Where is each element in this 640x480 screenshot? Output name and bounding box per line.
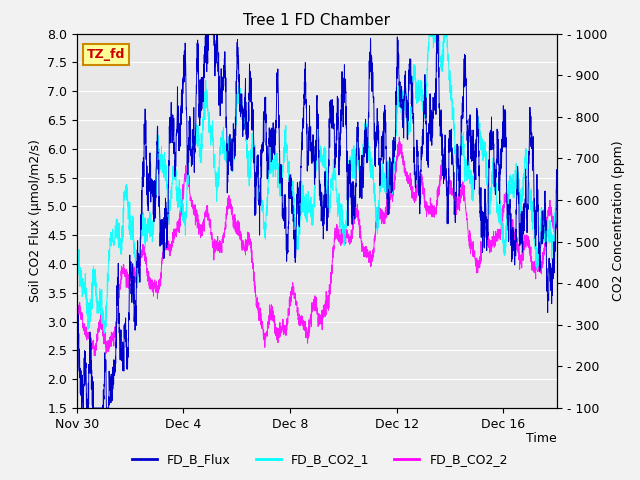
Legend: FD_B_Flux, FD_B_CO2_1, FD_B_CO2_2: FD_B_Flux, FD_B_CO2_1, FD_B_CO2_2 xyxy=(127,448,513,471)
Y-axis label: CO2 Concentration (ppm): CO2 Concentration (ppm) xyxy=(612,141,625,301)
Title: Tree 1 FD Chamber: Tree 1 FD Chamber xyxy=(243,13,390,28)
Y-axis label: Soil CO2 Flux (μmol/m2/s): Soil CO2 Flux (μmol/m2/s) xyxy=(29,139,42,302)
Text: TZ_fd: TZ_fd xyxy=(86,48,125,61)
X-axis label: Time: Time xyxy=(526,432,557,445)
